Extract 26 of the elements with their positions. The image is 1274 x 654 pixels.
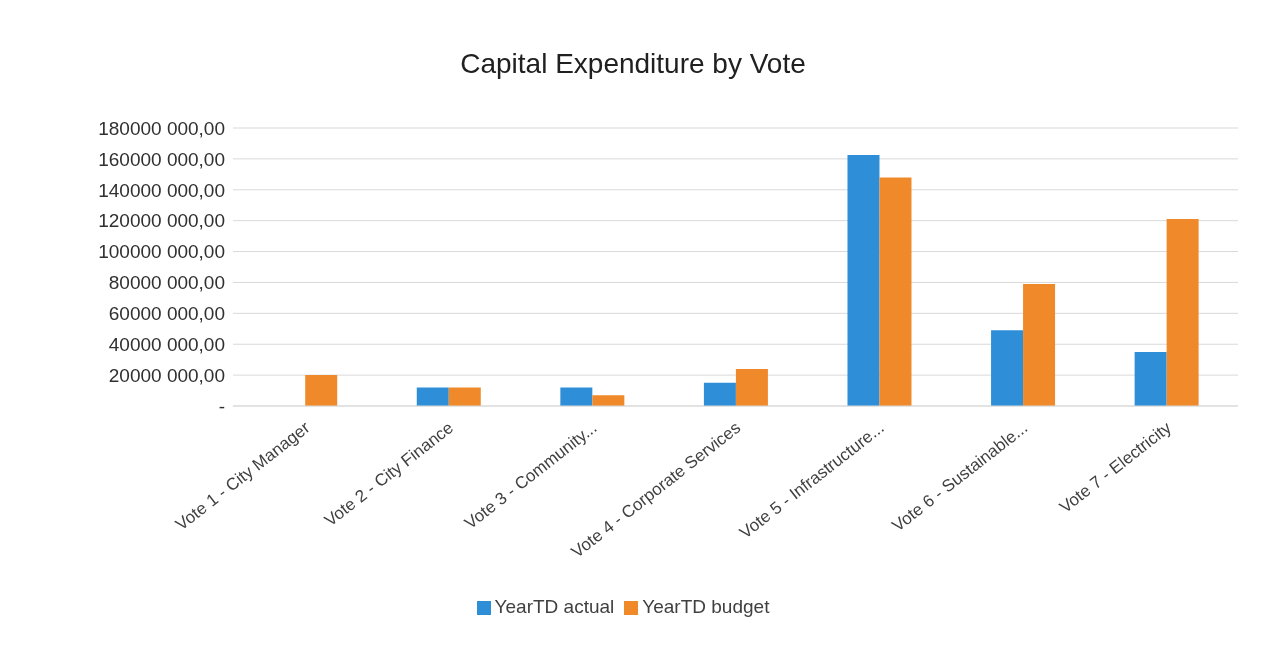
bar [448,387,481,406]
bar [592,395,625,406]
bar [305,375,338,406]
y-tick-label: 80000 000,00 [108,272,225,294]
bar [1166,219,1199,406]
bar [703,382,736,406]
legend-label: YearTD budget [642,596,770,617]
y-tick-label: 20000 000,00 [108,364,225,386]
chart-title: Capital Expenditure by Vote [459,47,807,81]
bar [1134,351,1167,406]
y-tick-label: 60000 000,00 [108,303,225,325]
bar [416,387,449,406]
y-tick-label: - [218,395,225,417]
bar [1023,283,1056,406]
bar [560,387,593,406]
y-tick-label: 140000 000,00 [98,179,225,201]
y-tick-label: 40000 000,00 [108,333,225,355]
y-tick-label: 120000 000,00 [98,210,225,232]
bar [991,330,1024,406]
y-tick-label: 100000 000,00 [98,241,225,263]
bar [847,155,880,406]
bar [879,177,912,406]
legend-label: YearTD actual [494,596,615,617]
bar [735,368,768,406]
y-tick-label: 180000 000,00 [98,117,225,139]
y-tick-label: 160000 000,00 [98,148,225,170]
